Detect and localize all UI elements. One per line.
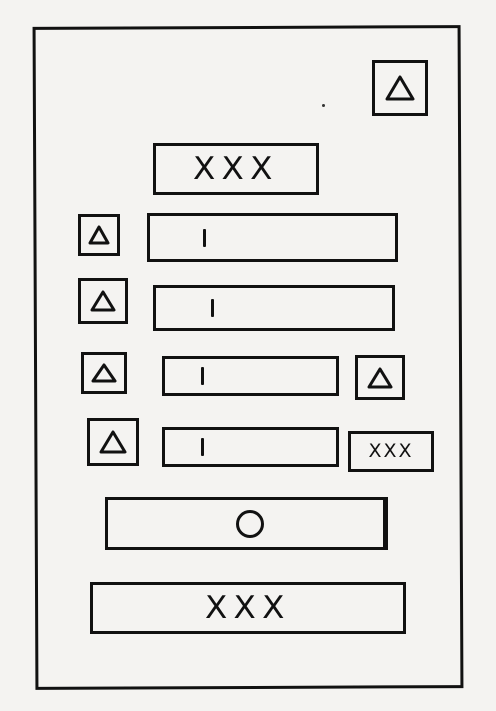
text-cursor <box>211 299 214 317</box>
submit-label: XXX <box>205 589 291 626</box>
triangle-icon <box>90 290 116 312</box>
triangle-icon <box>88 225 110 245</box>
title-label: XXX <box>193 150 279 187</box>
title-box: XXX <box>153 143 319 195</box>
text-cursor <box>201 438 204 456</box>
row-1-icon <box>78 214 120 256</box>
row-2-icon <box>78 278 128 324</box>
row-3-input[interactable] <box>162 356 339 396</box>
text-cursor <box>201 367 204 385</box>
circle-icon[interactable] <box>235 509 264 538</box>
triangle-icon <box>385 75 415 101</box>
row-3-trailing-icon-button[interactable] <box>355 355 405 400</box>
row-4-trailing-button[interactable]: XXX <box>348 431 434 472</box>
row-1-input[interactable] <box>147 213 398 262</box>
slider-bar[interactable] <box>105 497 388 550</box>
top-right-icon-button[interactable] <box>372 60 428 116</box>
row-4-trailing-label: XXX <box>368 440 414 462</box>
pen-dot <box>322 104 325 107</box>
triangle-icon <box>91 363 117 383</box>
row-4-icon <box>87 418 139 466</box>
triangle-icon <box>367 367 393 388</box>
submit-button[interactable]: XXX <box>90 582 406 634</box>
triangle-icon <box>99 430 127 454</box>
text-cursor <box>203 228 206 247</box>
row-4-input[interactable] <box>162 427 339 467</box>
row-2-input[interactable] <box>153 285 395 331</box>
row-3-icon <box>81 352 127 394</box>
